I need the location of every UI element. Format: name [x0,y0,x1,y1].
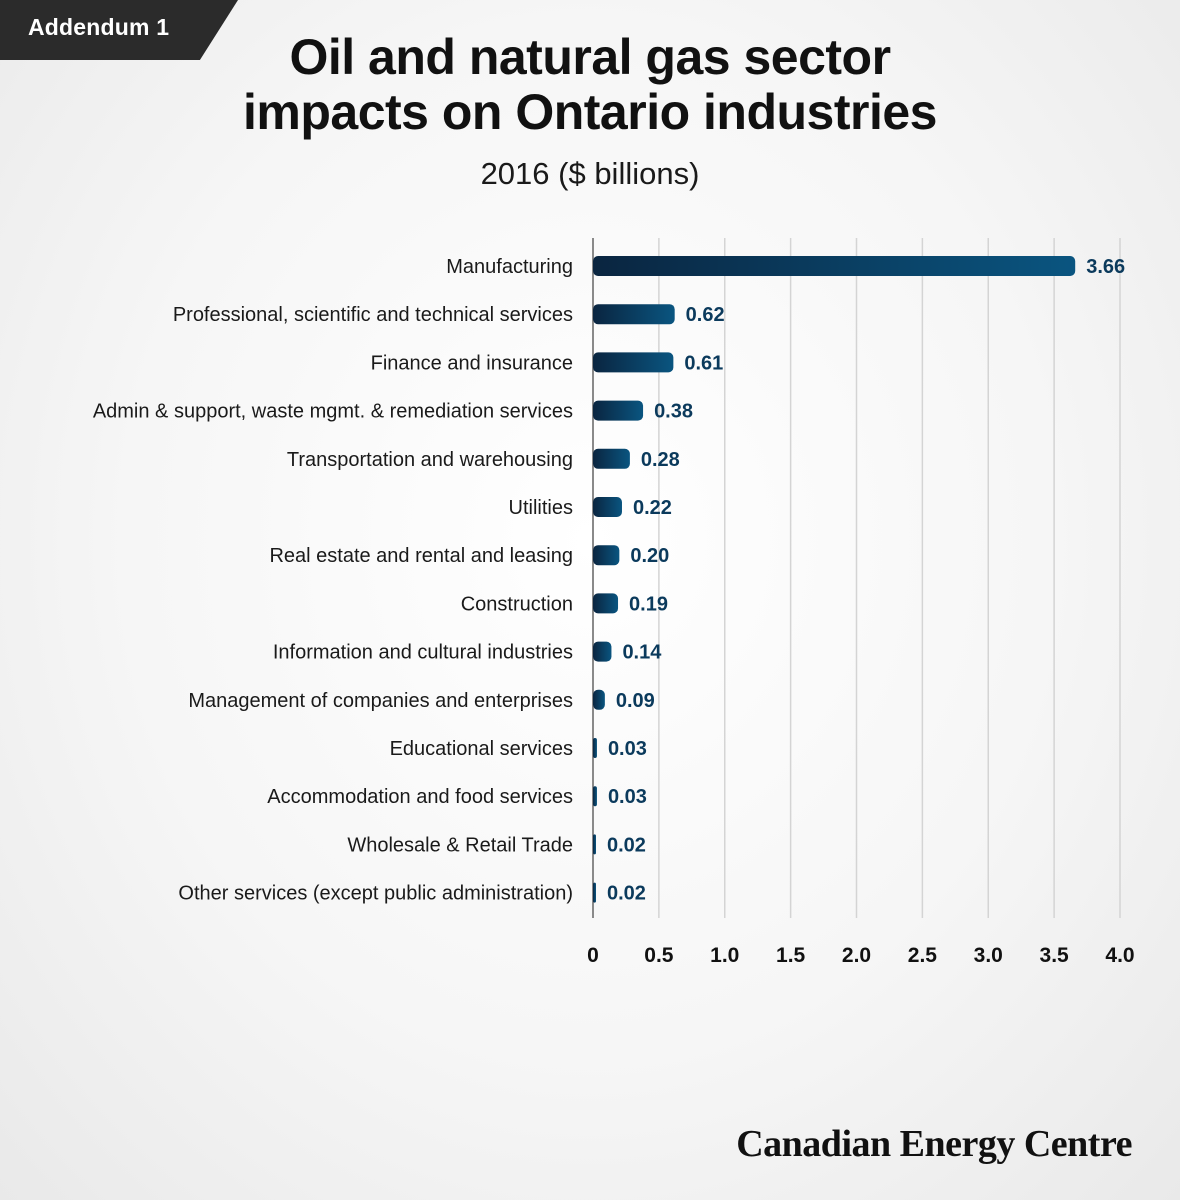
bar [593,882,596,903]
category-label: Admin & support, waste mgmt. & remediati… [93,401,573,423]
addendum-tag [0,0,238,60]
x-tick-label: 1.5 [776,944,806,967]
category-label: Utilities [509,497,573,519]
category-label: Management of companies and enterprises [188,690,573,712]
data-label: 0.03 [608,786,647,808]
data-label: 0.02 [607,883,646,905]
data-label: 0.02 [607,834,646,856]
x-tick-label: 3.0 [974,944,1003,967]
bar [593,545,620,566]
data-label: 0.61 [684,352,723,374]
addendum-label: Addendum 1 [28,14,170,40]
category-label: Wholesale & Retail Trade [347,834,573,856]
category-label: Educational services [390,738,573,760]
x-tick-label: 1.0 [710,944,739,967]
bar [593,834,596,855]
category-label: Manufacturing [446,256,573,278]
category-label: Accommodation and food services [267,786,573,808]
chart-subtitle: 2016 ($ billions) [480,156,700,191]
data-label: 0.19 [629,593,668,615]
data-label: 0.03 [608,738,647,760]
data-label: 0.14 [622,642,662,664]
bar [593,448,630,469]
chart-title: Oil and natural gas sector impacts on On… [0,30,1180,140]
category-label: Real estate and rental and leasing [269,545,573,567]
category-label: Professional, scientific and technical s… [173,304,573,326]
brand-logo-text: Canadian Energy Centre [736,1123,1132,1165]
x-tick-label: 4.0 [1105,944,1134,967]
data-label: 0.38 [654,401,693,423]
data-label: 0.20 [630,545,669,567]
chart-title-line-1: Oil and natural gas sector [289,29,891,85]
category-label: Transportation and warehousing [287,449,573,471]
data-label: 0.28 [641,449,680,471]
bar [593,256,1076,276]
x-tick-label: 3.5 [1040,944,1070,967]
category-label: Finance and insurance [371,352,573,374]
x-tick-label: 2.0 [842,944,871,967]
data-label: 3.66 [1086,256,1125,278]
bar-chart: 0 0.5 1.0 1.5 2.0 2.5 3.0 3.5 4.0 Manufacturing 3.… [93,238,1135,967]
bar [593,689,605,710]
bar [593,400,644,421]
x-tick-label: 0.5 [644,944,674,967]
bar [593,641,612,662]
x-tick-label: 0 [587,944,599,967]
bar [593,738,597,758]
bar [593,352,674,373]
category-label: Information and cultural industries [273,642,573,664]
data-label: 0.09 [616,690,655,712]
category-label: Construction [461,593,573,615]
bar [593,786,597,807]
bar [593,304,675,325]
data-label: 0.22 [633,497,672,519]
x-tick-label: 2.5 [908,944,938,967]
data-label: 0.62 [686,304,725,326]
bar [593,593,619,614]
chart-title-line-2: impacts on Ontario industries [243,84,937,140]
category-label: Other services (except public administra… [178,883,573,905]
bar [593,497,622,517]
